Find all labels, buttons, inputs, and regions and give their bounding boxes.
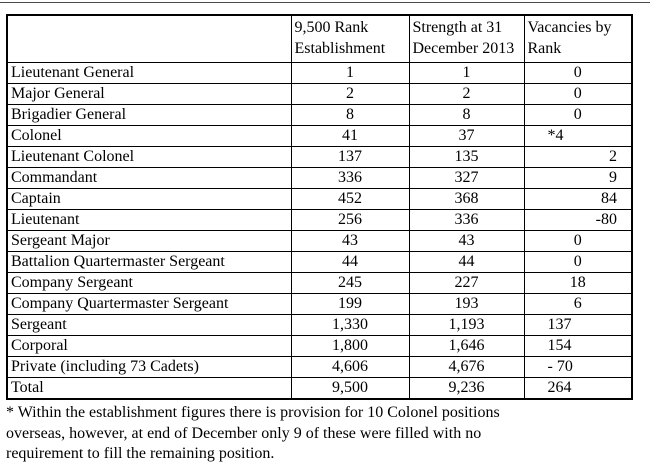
establishment-cell: 245 [290,272,410,294]
rank-cell: Corporal [6,335,292,357]
vacancies-cell: 0 [523,104,633,126]
establishment-cell: 256 [290,209,410,231]
strength-cell: 2 [408,83,525,105]
rank-cell: Major General [6,83,292,105]
rank-cell: Colonel [6,125,292,147]
rank-cell: Private (including 73 Cadets) [6,356,292,378]
strength-cell: 9,236 [408,377,525,400]
establishment-cell: 452 [290,188,410,210]
header-row: 9,500 Rank Establishment Strength at 31 … [6,14,633,63]
footnote-line-2: overseas, however, at end of December on… [6,424,482,442]
establishment-cell: 9,500 [290,377,410,400]
establishment-cell: 137 [290,146,410,168]
table-row: Lieutenant General 1 1 0 [6,62,633,84]
table-row: Company Sergeant 245 227 18 [6,272,633,294]
rank-cell: Lieutenant [6,209,292,231]
establishment-cell: 43 [290,230,410,252]
vacancies-cell: 84 [523,188,633,210]
header-strength: Strength at 31 December 2013 [408,14,525,63]
table-row: Company Quartermaster Sergeant 199 193 6 [6,293,633,315]
strength-cell: 1 [408,62,525,84]
strength-cell: 1,646 [408,335,525,357]
table-row: Total 9,500 9,236 264 [6,377,633,400]
table-row: Brigadier General 8 8 0 [6,104,633,126]
vacancies-cell: -80 [523,209,633,231]
vacancies-cell: 0 [523,83,633,105]
header-rank-blank [6,14,292,63]
strength-cell: 43 [408,230,525,252]
rank-strength-table: 9,500 Rank Establishment Strength at 31 … [6,14,633,400]
vacancies-cell: 0 [523,230,633,252]
table-row: Sergeant Major 43 43 0 [6,230,633,252]
rank-cell: Commandant [6,167,292,189]
rank-cell: Company Quartermaster Sergeant [6,293,292,315]
establishment-cell: 199 [290,293,410,315]
establishment-cell: 1 [290,62,410,84]
rank-cell: Lieutenant Colonel [6,146,292,168]
vacancies-cell: 18 [523,272,633,294]
table-row: Captain 452 368 84 [6,188,633,210]
strength-cell: 1,193 [408,314,525,336]
vacancies-cell: 0 [523,251,633,273]
strength-cell: 227 [408,272,525,294]
top-divider-line [0,2,650,3]
table-row: Private (including 73 Cadets) 4,606 4,67… [6,356,633,378]
header-establishment: 9,500 Rank Establishment [290,14,410,63]
rank-cell: Total [6,377,292,400]
establishment-cell: 41 [290,125,410,147]
establishment-cell: 336 [290,167,410,189]
vacancies-cell: 137 [523,314,633,336]
establishment-cell: 2 [290,83,410,105]
vacancies-cell: 154 [523,335,633,357]
strength-cell: 4,676 [408,356,525,378]
vacancies-cell: 264 [523,377,633,400]
strength-cell: 37 [408,125,525,147]
vacancies-cell: - 70 [523,356,633,378]
strength-cell: 8 [408,104,525,126]
strength-cell: 336 [408,209,525,231]
vacancies-cell: 6 [523,293,633,315]
establishment-cell: 4,606 [290,356,410,378]
rank-cell: Sergeant Major [6,230,292,252]
strength-cell: 44 [408,251,525,273]
vacancies-cell: 2 [523,146,633,168]
footnote-line-1: * Within the establishment figures there… [6,404,500,421]
establishment-cell: 1,330 [290,314,410,336]
vacancies-cell: *4 [523,125,633,147]
rank-cell: Battalion Quartermaster Sergeant [6,251,292,273]
rank-cell: Company Sergeant [6,272,292,294]
footnote-line-3: requirement to fill the remaining positi… [6,445,275,462]
footnote: * Within the establishment figures there… [6,403,646,465]
establishment-cell: 1,800 [290,335,410,357]
rank-cell: Lieutenant General [6,62,292,84]
strength-cell: 327 [408,167,525,189]
vacancies-cell: 9 [523,167,633,189]
table-row: Commandant 336 327 9 [6,167,633,189]
vacancies-cell: 0 [523,62,633,84]
table-row: Colonel 41 37 *4 [6,125,633,147]
rank-cell: Brigadier General [6,104,292,126]
rank-cell: Sergeant [6,314,292,336]
strength-cell: 135 [408,146,525,168]
table-row: Lieutenant Colonel 137 135 2 [6,146,633,168]
table-row: Sergeant 1,330 1,193 137 [6,314,633,336]
establishment-cell: 44 [290,251,410,273]
strength-cell: 368 [408,188,525,210]
table-row: Battalion Quartermaster Sergeant 44 44 0 [6,251,633,273]
header-vacancies: Vacancies by Rank [523,14,633,63]
establishment-cell: 8 [290,104,410,126]
table-row: Major General 2 2 0 [6,83,633,105]
table-row: Lieutenant 256 336 -80 [6,209,633,231]
table-row: Corporal 1,800 1,646 154 [6,335,633,357]
strength-cell: 193 [408,293,525,315]
rank-cell: Captain [6,188,292,210]
